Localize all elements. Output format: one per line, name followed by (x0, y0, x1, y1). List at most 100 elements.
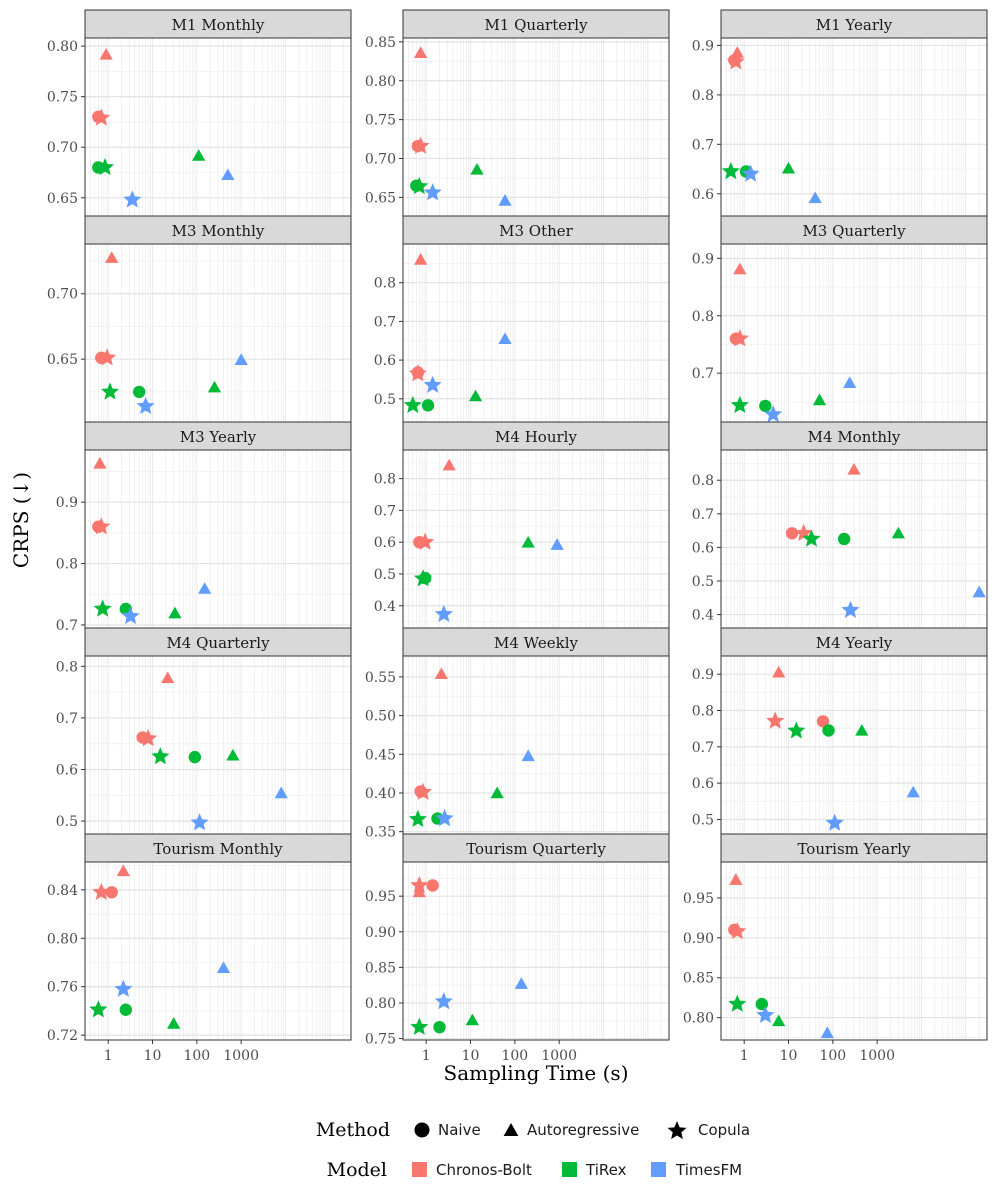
point-chronos-ar (93, 456, 107, 469)
point-chronos-copula (408, 364, 427, 382)
point-tirex-copula (100, 382, 120, 400)
y-tick-label: 0.80 (683, 1011, 714, 1027)
point-tirex-copula (730, 395, 749, 414)
point-timesfm-ar (498, 332, 512, 345)
point-tirex-naive (188, 750, 202, 764)
point-chronos-ar (772, 665, 786, 678)
point-timesfm-copula (435, 809, 454, 827)
point-tirex-naive (119, 1003, 133, 1016)
y-tick-label: 0.6 (692, 187, 714, 203)
legend-swatch-chronos-bolt (412, 1162, 427, 1177)
panel-border (84, 861, 352, 1041)
y-tick-label: 0.70 (47, 287, 78, 303)
panel-title: M4 Monthly (808, 428, 901, 446)
point-tirex-naive (132, 385, 146, 399)
panel-title: Tourism Quarterly (466, 840, 606, 858)
point-chronos-ar (733, 262, 747, 275)
panel-title: M1 Monthly (172, 16, 265, 34)
point-chronos-ar (99, 47, 113, 60)
point-timesfm-copula (114, 979, 133, 997)
panel-title: M1 Quarterly (484, 16, 588, 34)
panel-title: M3 Yearly (180, 428, 257, 446)
y-tick-label: 0.80 (47, 39, 78, 55)
y-tick-label: 0.75 (365, 113, 396, 129)
panel-m4-weekly: M4 Weekly 0.35 0.40 0.45 0.50 0.55 (365, 627, 670, 841)
panel-strip (720, 627, 988, 657)
panel-strip (720, 421, 988, 451)
point-tirex-copula (403, 395, 422, 414)
point-timesfm-ar (843, 376, 857, 388)
legend-star-icon (667, 1121, 687, 1140)
y-tick-label: 0.76 (47, 980, 78, 996)
legend-item-naive: Naive (414, 1121, 481, 1139)
point-timesfm-copula (121, 606, 140, 625)
point-timesfm-ar (972, 585, 986, 598)
point-chronos-copula (414, 782, 433, 800)
legend-swatch-timesfm (651, 1162, 666, 1177)
panel-m3-other: M3 Other 0.5 0.6 0.7 0.8 (374, 215, 670, 423)
point-tirex-ar (226, 748, 240, 761)
point-tirex-ar (855, 723, 869, 736)
point-tirex-naive (759, 399, 772, 413)
point-tirex-ar (781, 161, 796, 174)
point-tirex-ar (470, 162, 484, 175)
y-tick-label: 0.9 (692, 667, 714, 683)
panel-title: M4 Yearly (816, 634, 893, 652)
point-timesfm-copula (764, 405, 783, 423)
panel-grid: M1 Monthly 0.65 0.70 0.75 0.80 M1 Quarterly 0.… (47, 9, 988, 1064)
point-chronos-ar (442, 458, 456, 471)
point-tirex-copula (728, 994, 747, 1012)
point-chronos-naive (105, 886, 118, 899)
y-axis-title: CRPS (↓) (9, 472, 33, 568)
legend-item-copula: Copula (667, 1121, 750, 1140)
y-tick-label: 0.45 (365, 747, 396, 763)
point-timesfm-ar (808, 191, 822, 204)
point-chronos-ar (161, 671, 175, 684)
x-tick-label: 1 (422, 1048, 431, 1064)
y-tick-label: 0.9 (692, 251, 714, 267)
point-timesfm-copula (434, 604, 453, 623)
panel-m3-yearly: M3 Yearly 0.7 0.8 0.9 (56, 421, 352, 634)
y-tick-label: 0.7 (56, 711, 78, 727)
point-chronos-copula (410, 876, 429, 894)
point-chronos-ar (729, 873, 743, 885)
point-timesfm-ar (198, 582, 212, 594)
y-tick-label: 0.8 (692, 309, 714, 325)
point-tirex-ar (521, 535, 535, 548)
point-chronos-ar (412, 885, 426, 898)
point-tirex-ar (468, 389, 483, 402)
point-tirex-naive (837, 532, 851, 546)
y-tick-label: 0.75 (47, 90, 78, 106)
panel-strip (84, 421, 352, 451)
point-timesfm-copula (423, 183, 442, 201)
point-tirex-ar (168, 606, 182, 619)
point-timesfm-copula (190, 813, 209, 831)
legend: Method Naive Autoregressive Copula Model… (316, 1119, 750, 1181)
legend-label-autoregressive: Autoregressive (527, 1121, 639, 1139)
point-tirex-copula (410, 1017, 429, 1035)
y-tick-label: 0.35 (365, 825, 396, 841)
legend-circle-icon (414, 1122, 430, 1138)
point-timesfm-copula (123, 190, 142, 208)
y-tick-label: 0.65 (47, 352, 78, 368)
legend-label-copula: Copula (698, 1121, 750, 1139)
panel-tourism-monthly: Tourism Monthly 0.72 0.76 0.80 0.84 1 10 100 100… (47, 833, 352, 1064)
point-tirex-naive (433, 1020, 446, 1034)
panel-title: M3 Quarterly (802, 222, 906, 240)
x-tick-label: 10 (462, 1048, 480, 1064)
y-tick-label: 0.65 (365, 190, 396, 206)
point-timesfm-ar (521, 749, 535, 762)
point-timesfm-copula (434, 992, 453, 1010)
y-tick-label: 0.95 (683, 891, 714, 907)
point-tirex-ar (772, 1014, 786, 1027)
point-tirex-ar (167, 1017, 181, 1029)
point-tirex-copula (802, 529, 821, 547)
y-tick-label: 0.8 (56, 659, 78, 675)
point-tirex-naive (822, 724, 835, 737)
panel-m3-monthly: M3 Monthly 0.65 0.70 (47, 215, 352, 423)
point-chronos-copula (92, 882, 111, 900)
y-tick-label: 0.50 (365, 709, 396, 725)
y-tick-label: 0.5 (56, 814, 78, 830)
y-tick-label: 0.5 (374, 392, 396, 408)
point-tirex-ar (490, 786, 504, 799)
